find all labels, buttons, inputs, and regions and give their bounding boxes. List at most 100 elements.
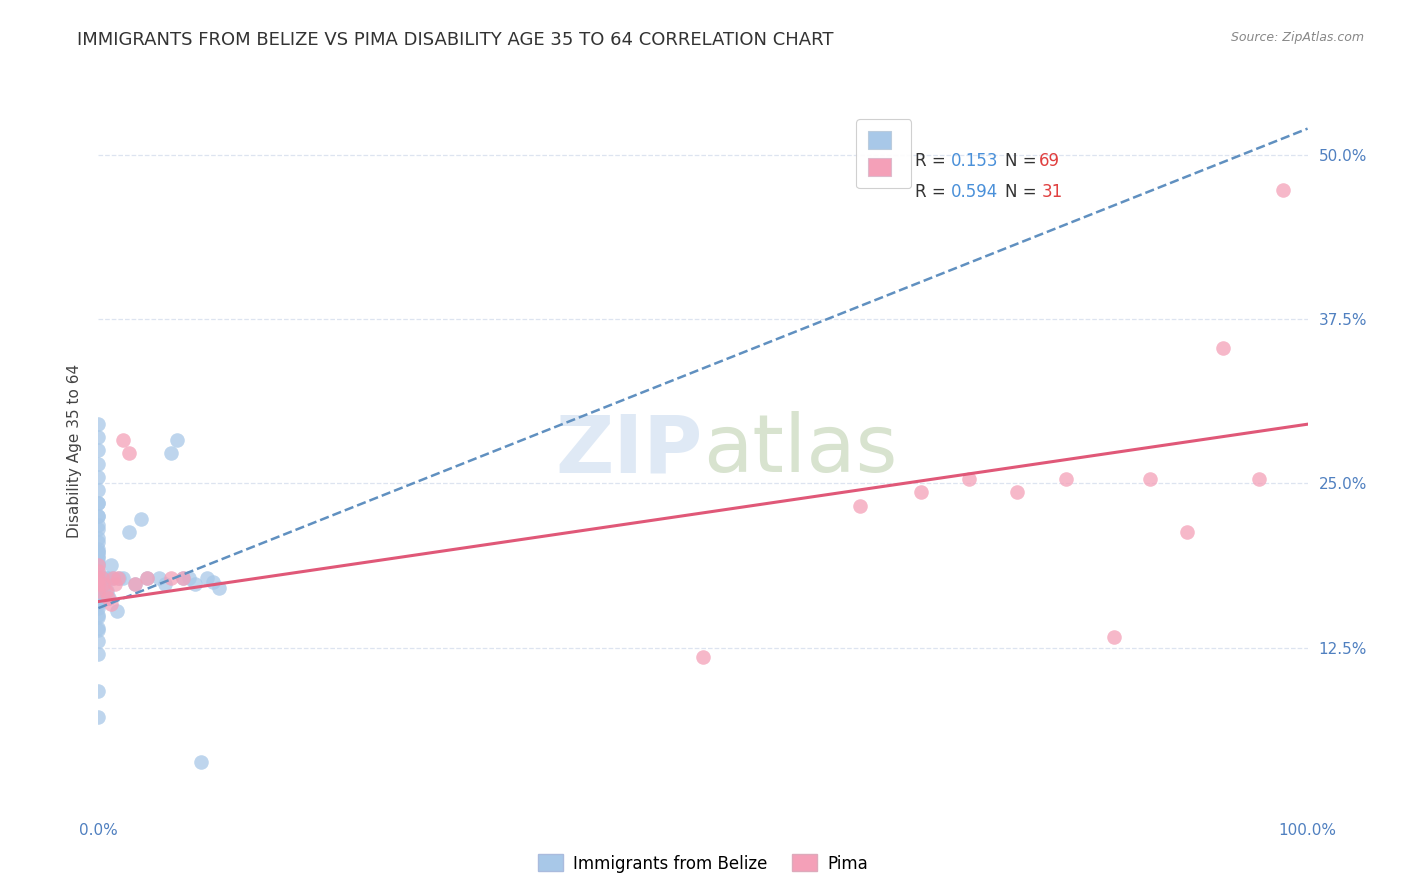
Text: 0.594: 0.594	[950, 183, 998, 201]
Point	[94, 584, 117, 599]
Point	[101, 571, 124, 585]
Point	[87, 568, 110, 582]
Point	[208, 582, 231, 596]
Point	[87, 574, 110, 589]
Point	[160, 446, 183, 460]
Point	[100, 558, 122, 572]
Point	[87, 647, 110, 661]
Point	[1272, 183, 1295, 197]
Point	[91, 584, 114, 599]
Point	[93, 577, 115, 591]
Text: 31: 31	[1042, 183, 1063, 201]
Point	[107, 571, 129, 585]
Point	[87, 549, 110, 563]
Point	[87, 558, 110, 572]
Point	[87, 634, 110, 648]
Point	[190, 755, 212, 769]
Point	[97, 591, 120, 605]
Point	[1249, 472, 1271, 486]
Point	[1054, 472, 1077, 486]
Point	[87, 541, 110, 556]
Point	[87, 610, 110, 624]
Point	[124, 577, 146, 591]
Point	[910, 485, 932, 500]
Point	[148, 571, 170, 585]
Point	[87, 582, 110, 596]
Point	[1007, 485, 1029, 500]
Point	[94, 571, 117, 585]
Point	[108, 571, 131, 585]
Point	[87, 551, 110, 566]
Point	[1212, 341, 1234, 355]
Point	[160, 571, 183, 585]
Point	[87, 496, 110, 510]
Point	[118, 446, 141, 460]
Point	[179, 571, 201, 585]
Point	[87, 522, 110, 536]
Point	[87, 584, 110, 599]
Text: R =: R =	[915, 153, 950, 170]
Legend: , : ,	[856, 120, 911, 188]
Point	[87, 710, 110, 724]
Point	[184, 577, 207, 591]
Point	[87, 584, 110, 599]
Point	[195, 571, 218, 585]
Point	[135, 571, 157, 585]
Point	[87, 624, 110, 638]
Point	[87, 544, 110, 558]
Point	[87, 588, 110, 602]
Point	[87, 544, 110, 558]
Point	[87, 509, 110, 524]
Point	[91, 571, 114, 585]
Point	[101, 571, 124, 585]
Point	[849, 499, 872, 513]
Point	[87, 558, 110, 572]
Point	[87, 457, 110, 471]
Text: atlas: atlas	[703, 411, 897, 490]
Point	[1175, 524, 1198, 539]
Text: Source: ZipAtlas.com: Source: ZipAtlas.com	[1230, 31, 1364, 45]
Point	[172, 571, 194, 585]
Point	[87, 564, 110, 578]
Point	[97, 571, 120, 585]
Point	[153, 577, 176, 591]
Point	[172, 571, 194, 585]
Point	[87, 532, 110, 546]
Point	[166, 433, 188, 447]
Point	[124, 577, 146, 591]
Point	[105, 604, 128, 618]
Point	[87, 571, 110, 585]
Point	[111, 433, 134, 447]
Point	[87, 571, 110, 585]
Point	[87, 443, 110, 458]
Point	[129, 512, 152, 526]
Point	[87, 496, 110, 510]
Point	[91, 571, 114, 585]
Point	[87, 469, 110, 483]
Legend: Immigrants from Belize, Pima: Immigrants from Belize, Pima	[531, 847, 875, 880]
Point	[98, 591, 121, 605]
Point	[100, 597, 122, 611]
Point	[87, 601, 110, 615]
Point	[96, 584, 118, 599]
Point	[692, 649, 714, 664]
Point	[135, 571, 157, 585]
Point	[87, 571, 110, 585]
Point	[118, 524, 141, 539]
Point	[1139, 472, 1161, 486]
Point	[957, 472, 980, 486]
Point	[202, 574, 225, 589]
Point	[87, 564, 110, 578]
Point	[87, 594, 110, 608]
Point	[87, 571, 110, 585]
Text: IMMIGRANTS FROM BELIZE VS PIMA DISABILITY AGE 35 TO 64 CORRELATION CHART: IMMIGRANTS FROM BELIZE VS PIMA DISABILIT…	[77, 31, 834, 49]
Text: 69: 69	[1039, 153, 1060, 170]
Point	[87, 621, 110, 635]
Text: ZIP: ZIP	[555, 411, 703, 490]
Y-axis label: Disability Age 35 to 64: Disability Age 35 to 64	[67, 363, 83, 538]
Point	[1102, 630, 1125, 644]
Point	[87, 555, 110, 569]
Text: N =: N =	[1005, 153, 1042, 170]
Text: R =: R =	[915, 183, 950, 201]
Point	[87, 509, 110, 524]
